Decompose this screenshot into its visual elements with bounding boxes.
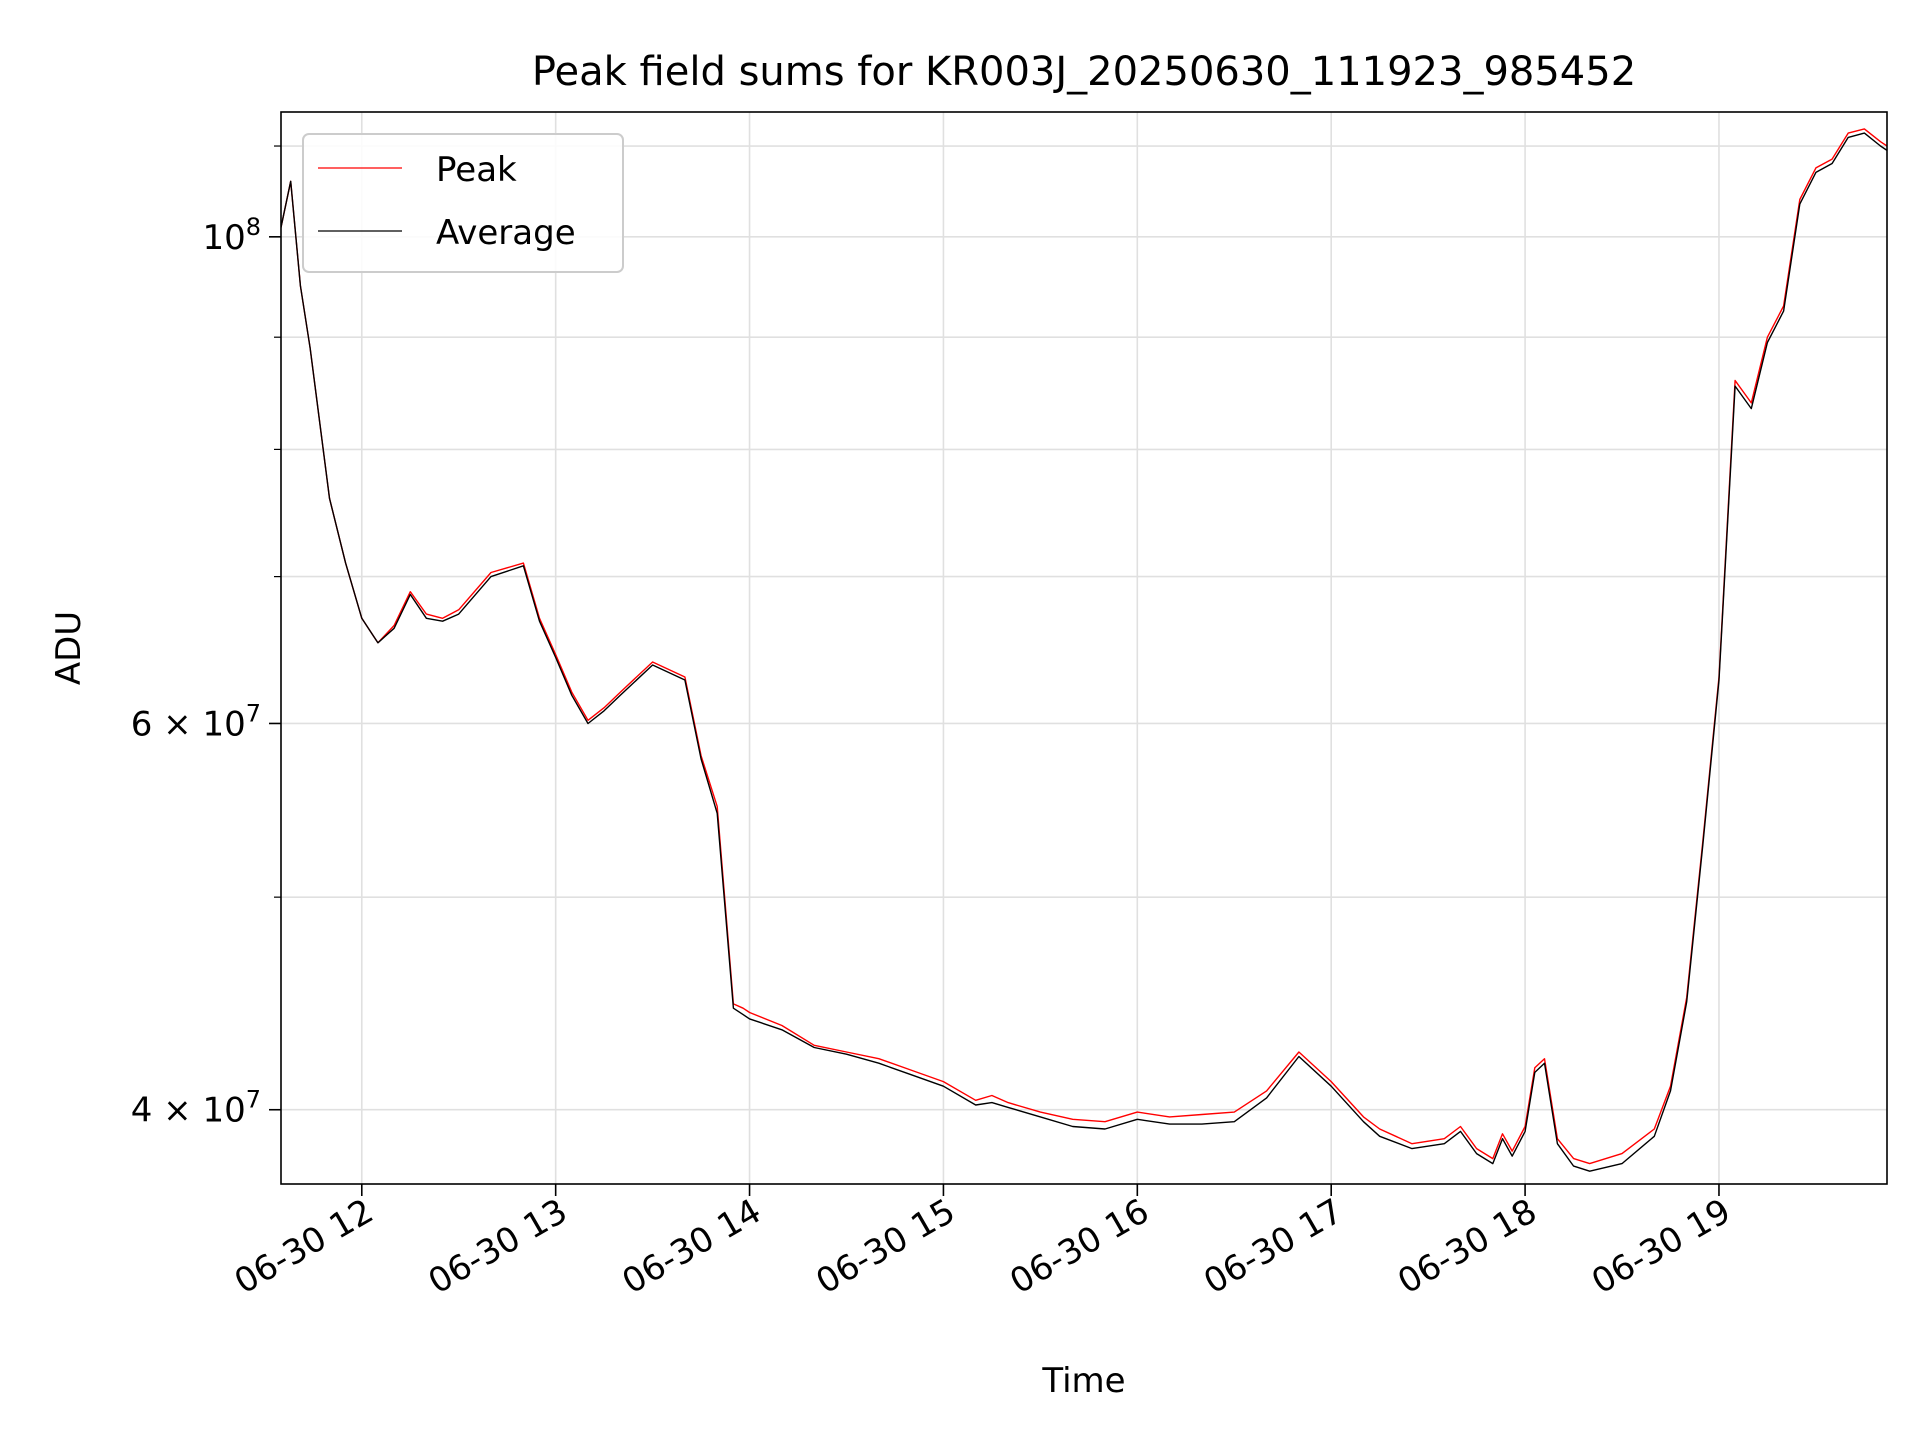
plot-frame	[280, 111, 1888, 1185]
y-axis-minor-ticks	[274, 145, 281, 898]
y-tick-label: 108	[202, 213, 261, 258]
series-line-average	[281, 132, 1887, 1172]
chart-title: Peak field sums for KR003J_20250630_1119…	[532, 49, 1636, 95]
y-axis-ticks: 108 6 × 107 4 × 107	[131, 213, 281, 1131]
legend: Peak Average	[302, 133, 624, 273]
x-gridlines	[360, 112, 1720, 1184]
x-axis-label: Time	[1041, 1361, 1125, 1401]
legend-label-peak: Peak	[436, 150, 517, 190]
y-axis-label: ADU	[49, 611, 89, 685]
y-tick-label: 6 × 107	[131, 699, 261, 744]
plot-area-background	[281, 112, 1887, 1184]
legend-label-average: Average	[436, 213, 576, 253]
series-layer	[281, 128, 1887, 1172]
y-tick-label: 4 × 107	[131, 1086, 261, 1131]
